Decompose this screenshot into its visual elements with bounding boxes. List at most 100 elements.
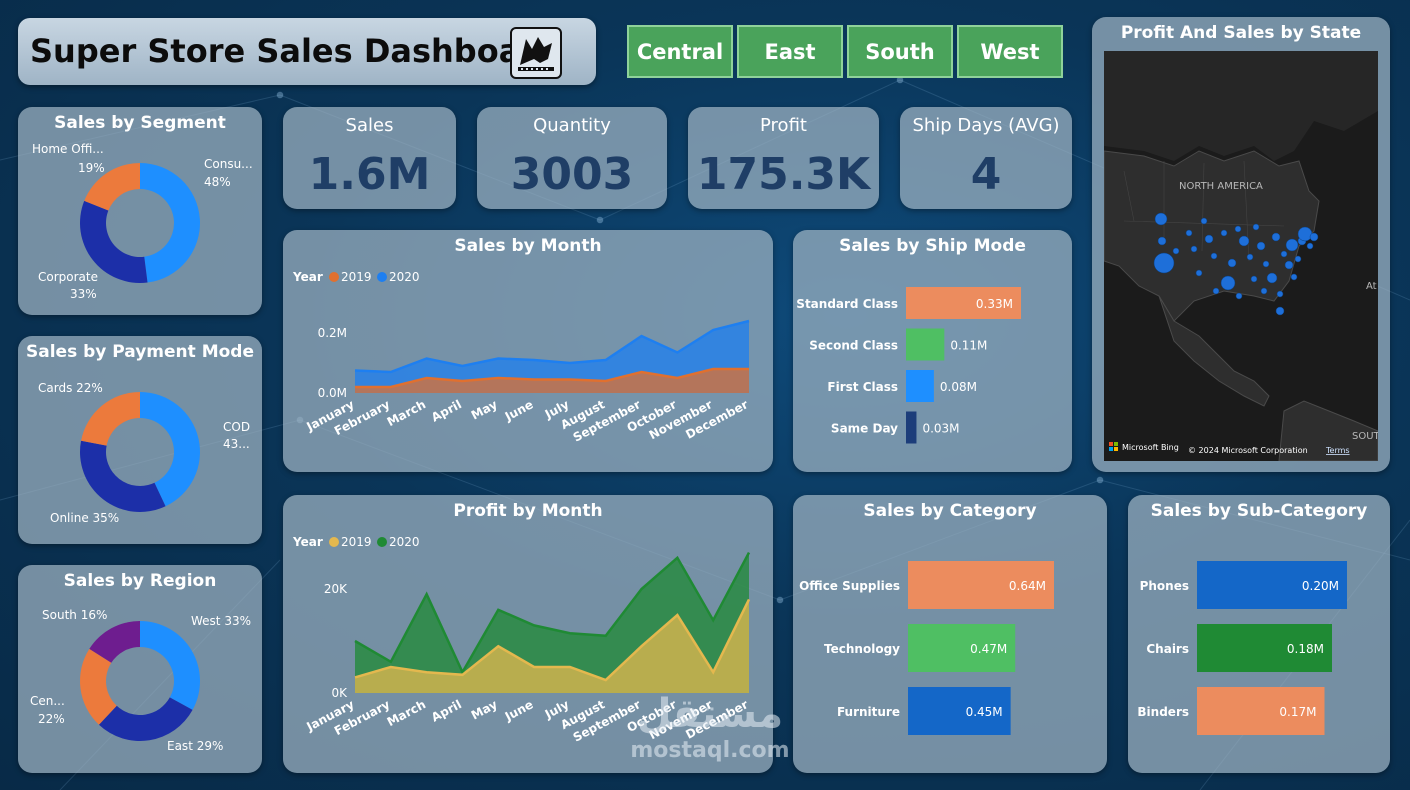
profit_month-line-2019[interactable] — [354, 598, 751, 682]
payment-label-online: Online 35% — [50, 511, 119, 525]
segment-donut-chart: Home Offi... 19% Consu... 48% Corporate … — [32, 142, 253, 301]
subcategory-category-label-0: Phones — [1140, 579, 1189, 593]
ship_mode-category-label-2: First Class — [827, 380, 898, 394]
map-title: Profit And Sales by State — [1120, 23, 1362, 43]
watermark-text: mostaql.com — [630, 738, 790, 763]
segment-label-corporate: Corporate — [38, 270, 98, 284]
ship_mode-category-label-0: Standard Class — [796, 297, 898, 311]
chart-title: Sales by Payment Mode — [26, 342, 254, 362]
ship_mode-bar-2[interactable] — [906, 370, 934, 402]
kpi-value: 175.3K — [696, 149, 871, 200]
ship-mode-bar-chart: Standard Class 0.33M Second Class 0.11M Firs… — [796, 287, 1021, 444]
sales_month-ytick-1: 0.2M — [318, 326, 347, 340]
segment-pct-corporate: 33% — [70, 287, 97, 301]
ship_mode-value-label-3: 0.03M — [922, 422, 959, 436]
subcategory-category-label-2: Binders — [1137, 705, 1189, 719]
sales_month-area-2019 — [355, 369, 749, 393]
chart-title: Sales by Month — [454, 236, 602, 256]
kpi-value: 3003 — [510, 149, 634, 200]
subcategory-bar-chart: Phones 0.20M Chairs 0.18M Binders 0.17M — [1137, 561, 1347, 735]
sales_month-xtick-4: May — [469, 397, 500, 422]
subcategory-bar-2[interactable] — [1197, 687, 1325, 735]
map-label-atlantic: At — [1366, 281, 1377, 292]
region-slice-0[interactable] — [140, 621, 200, 710]
legend-2020-marker — [377, 537, 387, 547]
slicer-east-button[interactable]: East — [737, 25, 843, 78]
profit_month-ytick-1: 20K — [324, 582, 348, 596]
region-label-central: Cen... — [30, 694, 65, 708]
dashboard-title: Super Store Sales Dashboard — [30, 32, 559, 70]
chart-title: Sales by Category — [863, 501, 1037, 521]
ship_mode-value-label-2: 0.08M — [940, 380, 977, 394]
kpi-title: Quantity — [533, 115, 611, 136]
watermark-logo: مستقل — [636, 691, 784, 737]
category-bar-2[interactable] — [908, 687, 1011, 735]
watermark: مستقل mostaql.com — [610, 690, 810, 780]
legend-2020-label: 2020 — [389, 535, 420, 549]
state-map-card: Profit And Sales by State NORTH AMERICA … — [1092, 17, 1390, 472]
category-bar-0[interactable] — [908, 561, 1054, 609]
kpi-value: 4 — [970, 149, 1002, 200]
category-value-label-2: 0.45M — [966, 705, 1003, 719]
profit_month-xtick-4: May — [469, 697, 500, 722]
payment-donut-chart: Cards 22% COD 43... Online 35% — [38, 381, 250, 525]
legend-title: Year — [292, 535, 323, 549]
ship_mode-category-label-1: Second Class — [809, 339, 898, 353]
category-value-label-0: 0.64M — [1009, 579, 1046, 593]
payment-slice-2[interactable] — [81, 392, 140, 446]
slicer-south-button[interactable]: South — [847, 25, 953, 78]
ship_mode-bar-3[interactable] — [906, 411, 917, 444]
segment-label-consumer: Consu... — [204, 157, 253, 171]
map-canvas: NORTH AMERICA SOUTH A At Microsoft Bing — [1104, 51, 1378, 461]
wolf-logo-icon — [510, 27, 562, 79]
segment-pct-consumer: 48% — [204, 175, 231, 189]
segment-chart-card: Sales by Segment Home Offi... 19% Consu.… — [18, 107, 262, 315]
ship_mode-bar-0[interactable] — [906, 287, 1021, 319]
sales_month-line-2019[interactable] — [355, 367, 749, 389]
state-map[interactable]: NORTH AMERICA SOUTH A At Microsoft Bing — [1104, 51, 1378, 461]
sales-month-area-chart: Year 2019 2020 0.0M0.2MJanuaryFebruaryMa… — [292, 270, 750, 445]
region-label-east: East 29% — [167, 739, 223, 753]
subcategory-bar-0[interactable] — [1197, 561, 1347, 609]
region-donut-chart: South 16% West 33% Cen... 22% East 29% — [30, 608, 251, 753]
payment-slice-1[interactable] — [79, 440, 166, 512]
profit_month-area-2019 — [355, 599, 749, 693]
payment-chart-card: Sales by Payment Mode Cards 22% COD 43..… — [18, 336, 262, 544]
subcategory-chart-card: Sales by Sub-Category Phones 0.20M Chairs 0… — [1128, 495, 1390, 773]
region-chart-card: Sales by Region South 16% West 33% Cen..… — [18, 565, 262, 773]
legend-2019-label: 2019 — [341, 270, 372, 284]
profit-month-chart-card: Profit by Month Year 2019 2020 0K 20K Janu… — [283, 495, 773, 773]
segment-label-home-office: Home Offi... — [32, 142, 104, 156]
payment-label-cod: COD — [223, 420, 250, 434]
map-terms-link[interactable]: Terms — [1325, 446, 1350, 455]
profit_month-xtick-5: June — [502, 697, 536, 724]
profit_month-xtick-2: March — [385, 697, 428, 729]
segment-slice-0[interactable] — [140, 163, 201, 283]
slicer-central-button[interactable]: Central — [627, 25, 733, 78]
profit-month-area-chart: Year 2019 2020 0K20KJanuaryFebruaryMarch… — [292, 535, 751, 745]
sales-month-chart-card: Sales by Month Year 2019 2020 0.0M 0.2M Ja… — [283, 230, 773, 472]
payment-slice-0[interactable] — [140, 392, 200, 507]
chart-title: Sales by Sub-Category — [1150, 501, 1368, 521]
ship_mode-category-label-3: Same Day — [831, 422, 898, 436]
ship_mode-bar-1[interactable] — [906, 328, 945, 361]
legend-2020-label: 2020 — [389, 270, 420, 284]
payment-label-cards: Cards 22% — [38, 381, 103, 395]
subcategory-value-label-2: 0.17M — [1279, 705, 1316, 719]
map-label-south-america: SOUTH A — [1352, 431, 1378, 442]
chart-title: Sales by Segment — [54, 113, 226, 133]
subcategory-bar-1[interactable] — [1197, 624, 1332, 672]
sales_month-line-2020[interactable] — [354, 319, 750, 374]
slicer-west-button[interactable]: West — [957, 25, 1063, 78]
kpi-title: Profit — [760, 115, 807, 136]
region-label-west: West 33% — [191, 614, 251, 628]
profit_month-line-2020[interactable] — [354, 552, 751, 675]
ship_mode-value-label-1: 0.11M — [950, 339, 987, 353]
category-bar-1[interactable] — [908, 624, 1016, 672]
region-slice-1[interactable] — [98, 697, 193, 741]
segment-slice-1[interactable] — [79, 200, 148, 283]
sales_month-ytick-0: 0.0M — [318, 386, 347, 400]
segment-slice-2[interactable] — [84, 163, 140, 211]
region-slice-2[interactable] — [80, 648, 117, 725]
region-slice-3[interactable] — [89, 621, 140, 663]
